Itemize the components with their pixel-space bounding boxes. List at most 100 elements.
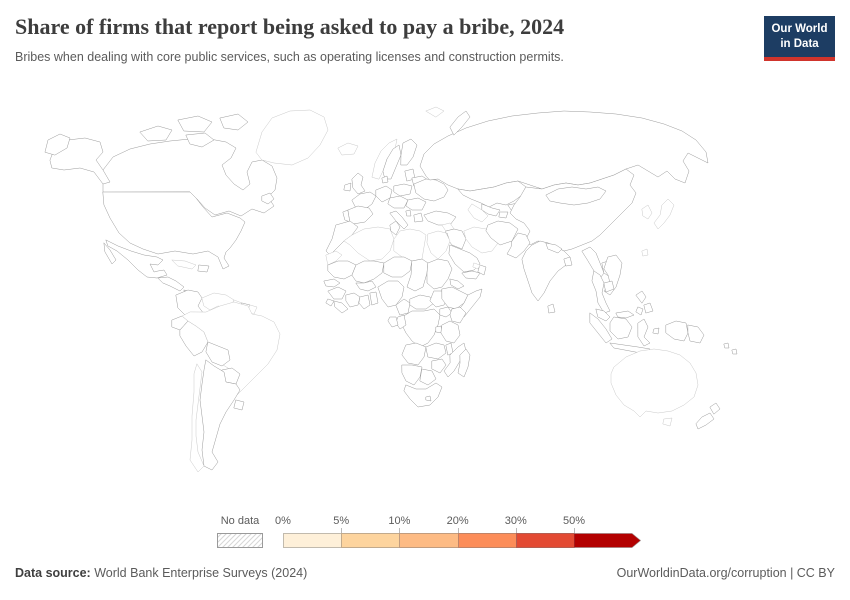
country-cuba[interactable] [171,259,197,270]
country-chad[interactable] [406,258,429,292]
country-philippines[interactable] [635,290,647,304]
country-gabon[interactable] [387,316,399,328]
country-mauritania[interactable] [327,260,357,280]
country-new-zealand[interactable] [709,402,721,415]
license-link[interactable]: OurWorldinData.org/corruption | CC BY [616,566,835,580]
country-iceland[interactable] [337,142,359,156]
country-ukraine[interactable] [413,178,449,202]
country-papua-new-guinea[interactable] [687,324,705,344]
country-indonesia[interactable] [589,312,613,344]
country-philippines[interactable] [643,302,654,314]
country-kazakhstan[interactable] [457,180,527,208]
country-cambodia[interactable] [603,280,615,293]
country-russia[interactable] [44,133,71,156]
country-libya[interactable] [393,228,427,262]
country-solomon-islands[interactable] [731,348,738,355]
legend-swatch-0-5[interactable] [283,533,342,548]
country-western-sahara[interactable] [325,250,343,266]
country-bolivia[interactable] [205,341,231,367]
country-oman[interactable] [477,264,487,276]
country-china[interactable] [509,168,637,252]
country-yemen[interactable] [461,270,481,280]
country-chile[interactable] [189,363,205,473]
country-norway[interactable] [371,138,398,180]
country-senegal[interactable] [323,278,341,288]
country-malaysia[interactable] [615,310,635,319]
country-poland[interactable] [393,183,413,197]
country-indonesia[interactable] [652,327,660,335]
country-argentina[interactable] [199,359,241,471]
country-united-kingdom[interactable] [351,172,366,195]
country-bangladesh[interactable] [563,256,573,267]
country-cameroon[interactable] [395,298,411,316]
country-finland[interactable] [400,138,418,166]
country-egypt[interactable] [426,230,451,260]
country-spain[interactable] [347,205,374,225]
country-svalbard[interactable] [425,106,445,118]
country-uruguay[interactable] [233,399,245,411]
country-madagascar[interactable] [457,348,471,378]
country-burkina-faso[interactable] [355,280,377,292]
country-uganda[interactable] [439,306,453,318]
country-ireland[interactable] [343,182,352,192]
country-mongolia[interactable] [545,186,607,206]
country-south-africa[interactable] [403,382,443,408]
country-nigeria[interactable] [377,280,405,308]
country-zimbabwe[interactable] [431,358,447,374]
country-mexico[interactable] [103,242,117,265]
country-pakistan[interactable] [506,232,531,259]
country-turkey[interactable] [423,210,457,226]
country-canada[interactable] [261,192,275,205]
country-united-states[interactable] [102,191,246,270]
country-philippines[interactable] [635,306,644,316]
country-canada[interactable] [102,138,278,217]
country-taiwan[interactable] [641,248,649,257]
country-united-arab-emirates[interactable] [472,262,481,270]
country-guatemala[interactable] [157,276,185,292]
country-united-states[interactable] [49,137,111,185]
country-canada[interactable] [185,132,215,148]
country-ghana[interactable] [358,294,371,310]
country-indonesia[interactable] [637,318,651,347]
country-tajikistan[interactable] [498,211,509,219]
country-botswana[interactable] [419,368,437,386]
country-morocco[interactable] [325,220,359,256]
legend-swatch-20-30[interactable] [457,533,516,548]
country-albania[interactable] [405,209,412,217]
country-central-african-republic[interactable] [409,294,435,310]
country-thailand[interactable] [591,270,611,314]
country-mozambique[interactable] [443,342,467,378]
country-sri-lanka[interactable] [547,303,556,314]
country-denmark[interactable] [381,175,389,184]
country-romania[interactable] [405,197,427,211]
country-turkmenistan[interactable] [467,203,489,223]
country-canada[interactable] [139,125,173,142]
country-cote-d-ivoire[interactable] [345,292,361,308]
country-new-zealand[interactable] [695,412,715,430]
country-eritrea[interactable] [449,278,465,290]
country-democratic-republic-of-congo[interactable] [401,308,441,348]
country-namibia[interactable] [401,364,423,386]
no-data-swatch[interactable] [217,533,263,548]
country-indonesia[interactable] [665,320,689,342]
country-japan[interactable] [653,198,675,230]
country-indonesia[interactable] [609,316,633,340]
country-russia[interactable] [449,110,471,136]
country-niger[interactable] [383,256,413,278]
country-canada[interactable] [219,113,249,131]
owid-logo[interactable]: Our World in Data [764,16,835,61]
country-greenland[interactable] [255,109,329,166]
country-mexico[interactable] [105,239,168,279]
legend-swatch-10-20[interactable] [399,533,458,548]
country-tanzania[interactable] [440,320,461,344]
country-zambia[interactable] [425,342,447,360]
country-sierra-leone[interactable] [325,298,335,307]
country-australia[interactable] [610,348,699,418]
country-australia[interactable] [662,417,673,427]
country-lesotho[interactable] [425,395,432,402]
country-dominican-republic[interactable] [197,264,210,273]
country-tunisia[interactable] [389,220,401,236]
country-central-europe[interactable] [387,195,409,209]
legend-swatch-5-10[interactable] [341,533,400,548]
country-angola[interactable] [401,342,427,366]
